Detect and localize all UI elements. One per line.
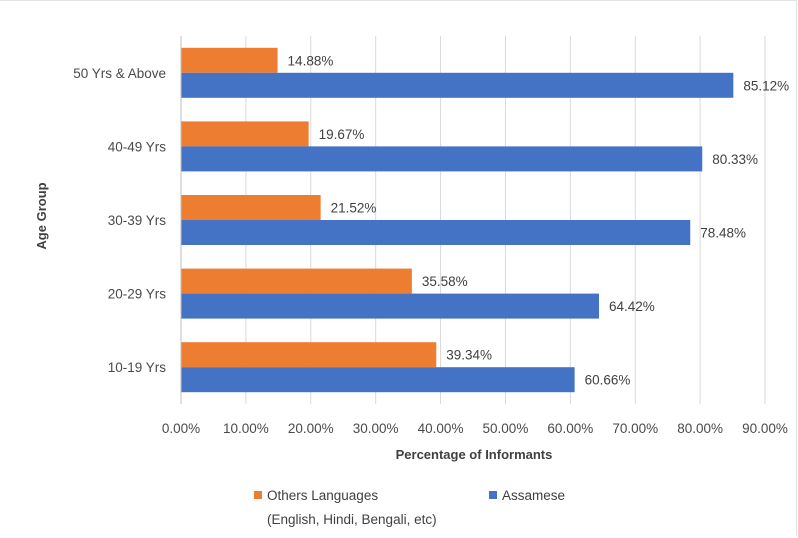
x-tick-label: 50.00%: [483, 421, 529, 436]
x-tick-label: 70.00%: [612, 421, 658, 436]
x-tick-label: 60.00%: [547, 421, 593, 436]
x-axis-title: Percentage of Informants: [396, 447, 553, 462]
bar-others-languages: [181, 47, 278, 73]
bars: [181, 47, 734, 393]
x-tick-label: 80.00%: [677, 421, 723, 436]
legend-label-assamese: Assamese: [502, 488, 565, 503]
bar-others-languages: [181, 342, 437, 368]
data-label: 80.33%: [712, 152, 758, 167]
bar-assamese: [181, 367, 575, 393]
category-label: 40-49 Yrs: [108, 139, 167, 154]
data-label: 39.34%: [446, 348, 492, 363]
x-tick-label: 30.00%: [353, 421, 399, 436]
x-tick-label: 10.00%: [223, 421, 269, 436]
y-axis-title: Age Group: [34, 182, 49, 249]
legend-swatch-assamese: [489, 491, 497, 499]
category-label: 50 Yrs & Above: [73, 66, 166, 81]
data-label: 85.12%: [743, 78, 789, 93]
data-labels: 39.34% 60.66% 35.58% 64.42% 21.52% 78.48% 19.6…: [288, 53, 790, 387]
legend: Others Languages (English, Hindi, Bengal…: [254, 488, 565, 527]
bar-others-languages: [181, 121, 309, 147]
data-label: 78.48%: [700, 226, 746, 241]
bar-assamese: [181, 220, 691, 245]
data-label: 60.66%: [585, 373, 631, 388]
legend-label-others-detail: (English, Hindi, Bengali, etc): [267, 512, 437, 527]
data-label: 14.88%: [288, 53, 334, 68]
data-label: 21.52%: [331, 201, 377, 216]
bar-assamese: [181, 293, 600, 319]
category-labels: 10-19 Yrs 20-29 Yrs 30-39 Yrs 40-49 Yrs 50 Y…: [73, 66, 166, 375]
category-label: 10-19 Yrs: [108, 360, 167, 375]
bar-assamese: [181, 72, 734, 98]
data-label: 64.42%: [609, 299, 655, 314]
legend-label-others: Others Languages: [267, 488, 378, 503]
category-label: 20-29 Yrs: [108, 287, 167, 302]
x-tick-label: 40.00%: [418, 421, 464, 436]
x-tick-label: 0.00%: [162, 421, 200, 436]
x-tick-labels: 0.00% 10.00% 20.00% 30.00% 40.00% 50.00% 60.00…: [162, 421, 788, 436]
legend-swatch-others: [254, 491, 262, 499]
data-label: 35.58%: [422, 274, 468, 289]
category-label: 30-39 Yrs: [108, 213, 167, 228]
bar-others-languages: [181, 268, 412, 294]
x-tick-label: 20.00%: [288, 421, 334, 436]
bar-assamese: [181, 146, 703, 172]
bar-others-languages: [181, 195, 321, 220]
x-tick-label: 90.00%: [742, 421, 788, 436]
data-label: 19.67%: [319, 127, 365, 142]
